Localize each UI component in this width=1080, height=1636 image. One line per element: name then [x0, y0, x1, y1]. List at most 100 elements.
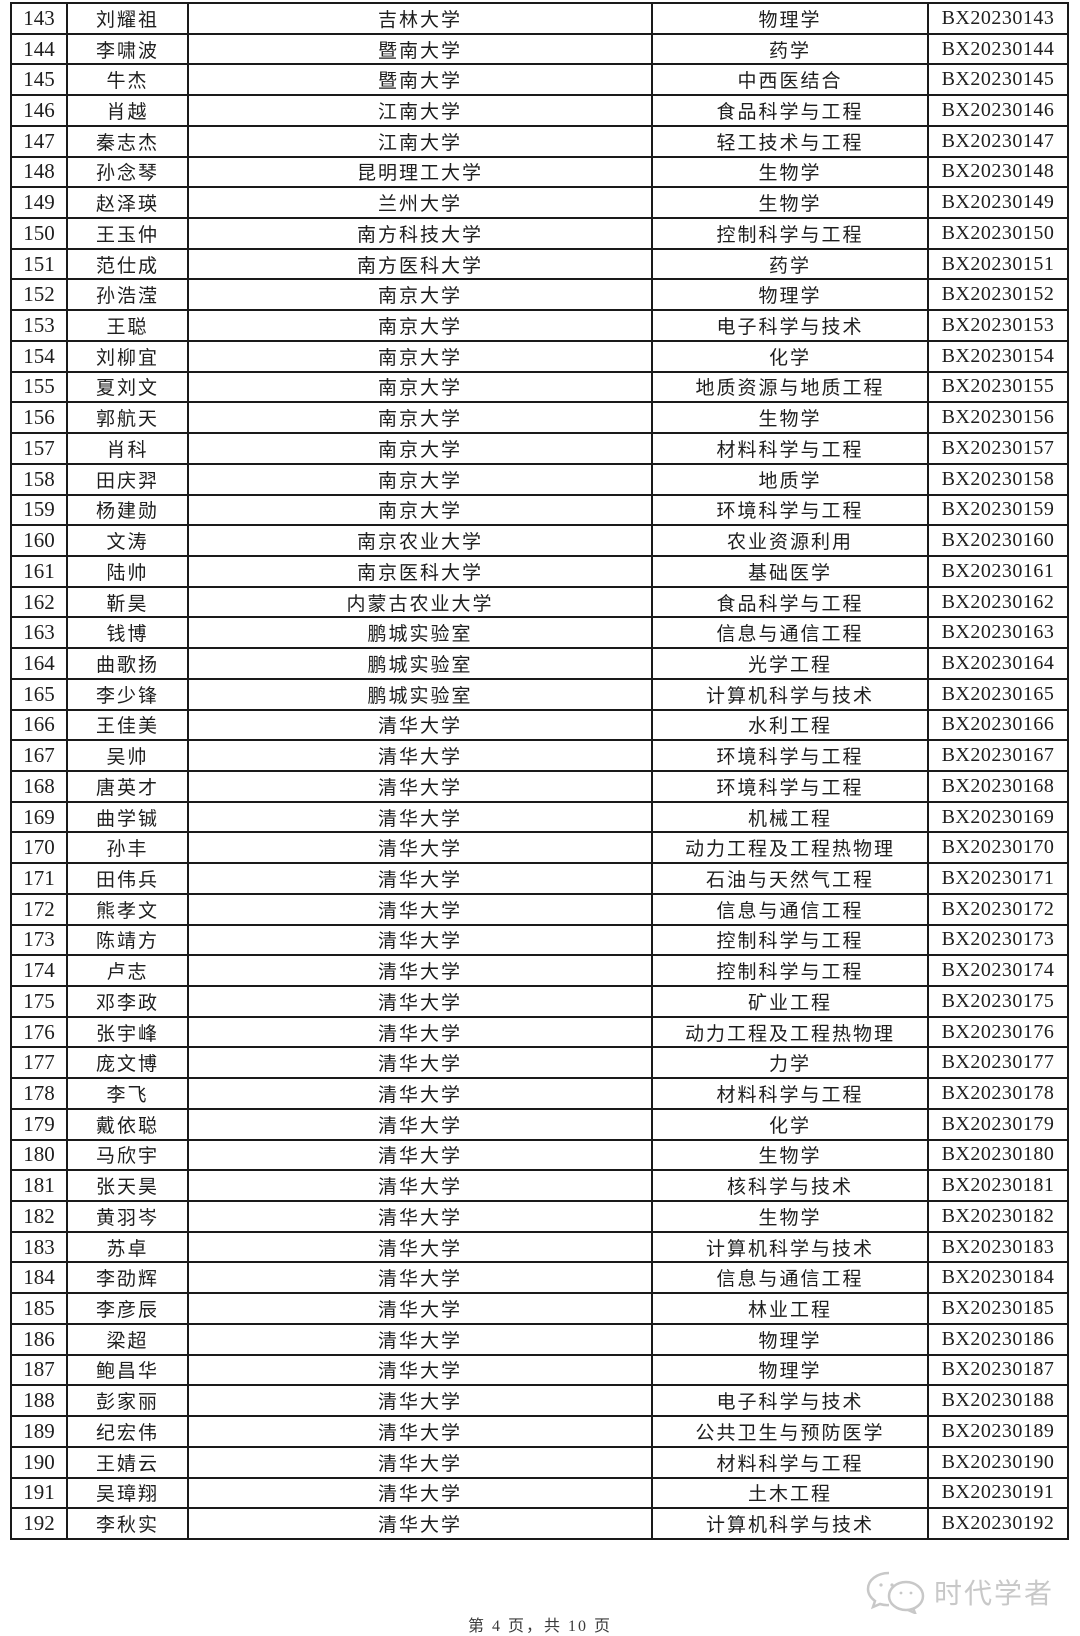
cell-id: BX20230162 — [929, 587, 1069, 619]
cell-name: 刘耀祖 — [68, 4, 189, 35]
cell-index: 161 — [12, 556, 68, 588]
cell-index: 166 — [12, 710, 68, 742]
cell-discipline: 药学 — [653, 249, 929, 281]
cell-university: 清华大学 — [189, 925, 653, 957]
cell-id: BX20230171 — [929, 864, 1069, 895]
cell-university: 清华大学 — [189, 1048, 653, 1080]
cell-discipline: 环境科学与工程 — [653, 495, 929, 527]
cell-university: 吉林大学 — [189, 4, 653, 35]
cell-university: 南方医科大学 — [189, 249, 653, 281]
cell-id: BX20230184 — [929, 1263, 1069, 1295]
cell-id: BX20230173 — [929, 925, 1069, 957]
cell-discipline: 生物学 — [653, 188, 929, 220]
cell-university: 清华大学 — [189, 1079, 653, 1110]
cell-index: 156 — [12, 403, 68, 435]
cell-id: BX20230161 — [929, 556, 1069, 588]
cell-university: 鹏城实验室 — [189, 679, 653, 711]
cell-university: 清华大学 — [189, 894, 653, 926]
cell-name: 彭家丽 — [68, 1386, 189, 1418]
cell-name: 钱博 — [68, 618, 189, 650]
cell-discipline: 生物学 — [653, 1140, 929, 1172]
cell-discipline: 地质资源与地质工程 — [653, 372, 929, 404]
cell-university: 南京大学 — [189, 341, 653, 373]
cell-id: BX20230152 — [929, 280, 1069, 312]
cell-university: 南京大学 — [189, 403, 653, 435]
cell-index: 179 — [12, 1109, 68, 1141]
cell-discipline: 电子科学与技术 — [653, 311, 929, 342]
cell-name: 苏卓 — [68, 1232, 189, 1264]
cell-index: 170 — [12, 833, 68, 865]
cell-id: BX20230188 — [929, 1386, 1069, 1418]
cell-index: 191 — [12, 1478, 68, 1510]
cell-index: 167 — [12, 741, 68, 772]
cell-discipline: 环境科学与工程 — [653, 741, 929, 772]
cell-name: 李啸波 — [68, 34, 189, 66]
cell-name: 马欣宇 — [68, 1140, 189, 1172]
cell-index: 151 — [12, 249, 68, 281]
cell-id: BX20230192 — [929, 1509, 1069, 1540]
cell-university: 江南大学 — [189, 96, 653, 127]
cell-university: 清华大学 — [189, 1017, 653, 1049]
cell-discipline: 光学工程 — [653, 649, 929, 680]
cell-university: 清华大学 — [189, 1324, 653, 1356]
cell-name: 李劭辉 — [68, 1263, 189, 1295]
cell-index: 180 — [12, 1140, 68, 1172]
cell-discipline: 农业资源利用 — [653, 526, 929, 557]
cell-index: 147 — [12, 126, 68, 158]
cell-index: 190 — [12, 1447, 68, 1479]
cell-university: 清华大学 — [189, 987, 653, 1018]
cell-index: 149 — [12, 188, 68, 220]
cell-index: 144 — [12, 34, 68, 66]
cell-university: 内蒙古农业大学 — [189, 587, 653, 619]
cell-index: 150 — [12, 219, 68, 250]
cell-index: 153 — [12, 311, 68, 342]
roster-table: 143 刘耀祖 吉林大学 物理学 BX20230143 144 李啸波 暨南大学… — [10, 2, 1069, 1540]
cell-university: 清华大学 — [189, 1447, 653, 1479]
cell-university: 暨南大学 — [189, 34, 653, 66]
cell-id: BX20230165 — [929, 679, 1069, 711]
cell-id: BX20230169 — [929, 802, 1069, 834]
cell-name: 张宇峰 — [68, 1017, 189, 1049]
cell-id: BX20230185 — [929, 1294, 1069, 1325]
cell-index: 192 — [12, 1509, 68, 1540]
cell-index: 181 — [12, 1171, 68, 1203]
cell-discipline: 食品科学与工程 — [653, 96, 929, 127]
cell-index: 157 — [12, 434, 68, 465]
cell-discipline: 生物学 — [653, 403, 929, 435]
cell-index: 177 — [12, 1048, 68, 1080]
cell-discipline: 信息与通信工程 — [653, 894, 929, 926]
cell-name: 鲍昌华 — [68, 1355, 189, 1387]
cell-university: 清华大学 — [189, 1202, 653, 1233]
cell-id: BX20230149 — [929, 188, 1069, 220]
cell-name: 田伟兵 — [68, 864, 189, 895]
cell-id: BX20230191 — [929, 1478, 1069, 1510]
cell-id: BX20230163 — [929, 618, 1069, 650]
cell-name: 吴璋翔 — [68, 1478, 189, 1510]
cell-id: BX20230176 — [929, 1017, 1069, 1049]
cell-discipline: 核科学与技术 — [653, 1171, 929, 1203]
cell-discipline: 化学 — [653, 341, 929, 373]
cell-university: 南京大学 — [189, 280, 653, 312]
cell-index: 171 — [12, 864, 68, 895]
cell-university: 清华大学 — [189, 1417, 653, 1448]
cell-name: 郭航天 — [68, 403, 189, 435]
cell-discipline: 材料科学与工程 — [653, 434, 929, 465]
cell-name: 吴帅 — [68, 741, 189, 772]
cell-name: 梁超 — [68, 1324, 189, 1356]
cell-name: 王聪 — [68, 311, 189, 342]
cell-name: 肖越 — [68, 96, 189, 127]
cell-discipline: 信息与通信工程 — [653, 618, 929, 650]
cell-name: 牛杰 — [68, 65, 189, 97]
cell-name: 秦志杰 — [68, 126, 189, 158]
cell-name: 田庆羿 — [68, 464, 189, 496]
cell-index: 154 — [12, 341, 68, 373]
cell-name: 唐英才 — [68, 771, 189, 803]
cell-university: 清华大学 — [189, 1140, 653, 1172]
wechat-logo-icon — [866, 1571, 925, 1614]
cell-discipline: 基础医学 — [653, 556, 929, 588]
cell-name: 李少锋 — [68, 679, 189, 711]
cell-discipline: 矿业工程 — [653, 987, 929, 1018]
cell-university: 清华大学 — [189, 1294, 653, 1325]
cell-name: 戴依聪 — [68, 1109, 189, 1141]
